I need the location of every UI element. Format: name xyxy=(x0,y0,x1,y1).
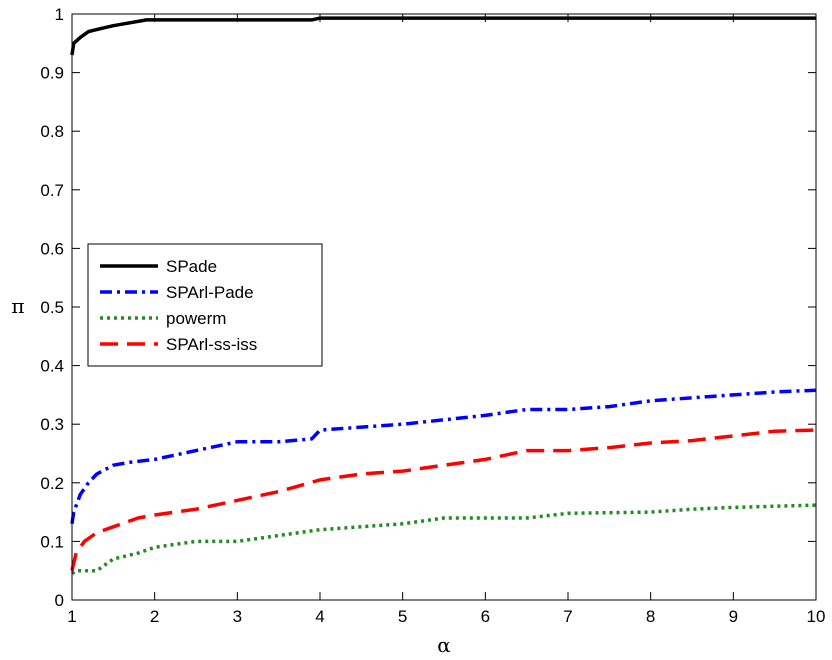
y-tick-label: 1 xyxy=(55,5,64,24)
y-tick-label: 0 xyxy=(55,591,64,610)
x-tick-label: 10 xyxy=(807,607,826,626)
y-tick-label: 0.5 xyxy=(40,298,64,317)
x-tick-label: 1 xyxy=(67,607,76,626)
legend-label-3: powerm xyxy=(166,309,226,328)
series-layer xyxy=(70,16,817,576)
legend-label-2: SPArl-Pade xyxy=(166,283,254,302)
y-axis-label: π xyxy=(11,294,24,318)
legend-label-1: SPade xyxy=(166,257,217,276)
y-tick-label: 0.9 xyxy=(40,64,64,83)
y-tick-label: 0.4 xyxy=(40,357,64,376)
axes-layer: 1 2 3 4 5 6 7 8 9 10 0 0.1 0.2 0.3 0.4 0.5 0.6 0.7 0.8 0.9 1 xyxy=(40,5,825,626)
series-line-1 xyxy=(70,16,816,56)
x-tick-label: 6 xyxy=(481,607,490,626)
x-tick-label: 7 xyxy=(563,607,572,626)
x-tick-label: 9 xyxy=(729,607,738,626)
x-axis-label: α xyxy=(437,633,451,657)
series-line-4 xyxy=(70,428,817,572)
legend-label-4: SPArl-ss-iss xyxy=(166,335,257,354)
x-tick-label: 2 xyxy=(150,607,159,626)
x-tick-label: 5 xyxy=(398,607,407,626)
series-line-2 xyxy=(70,388,817,525)
y-tick-label: 0.6 xyxy=(40,239,64,258)
y-tick-label: 0.3 xyxy=(40,415,64,434)
y-tick-label: 0.2 xyxy=(40,474,64,493)
y-tick-label: 0.7 xyxy=(40,181,64,200)
x-tick-label: 4 xyxy=(315,607,324,626)
x-tick-label: 3 xyxy=(233,607,242,626)
series-line-3 xyxy=(70,503,817,576)
legend: SPade SPArl-Pade powerm SPArl-ss-iss xyxy=(87,243,323,367)
y-tick-label: 0.8 xyxy=(40,122,64,141)
y-tick-label: 0.1 xyxy=(40,532,64,551)
x-tick-label: 8 xyxy=(646,607,655,626)
